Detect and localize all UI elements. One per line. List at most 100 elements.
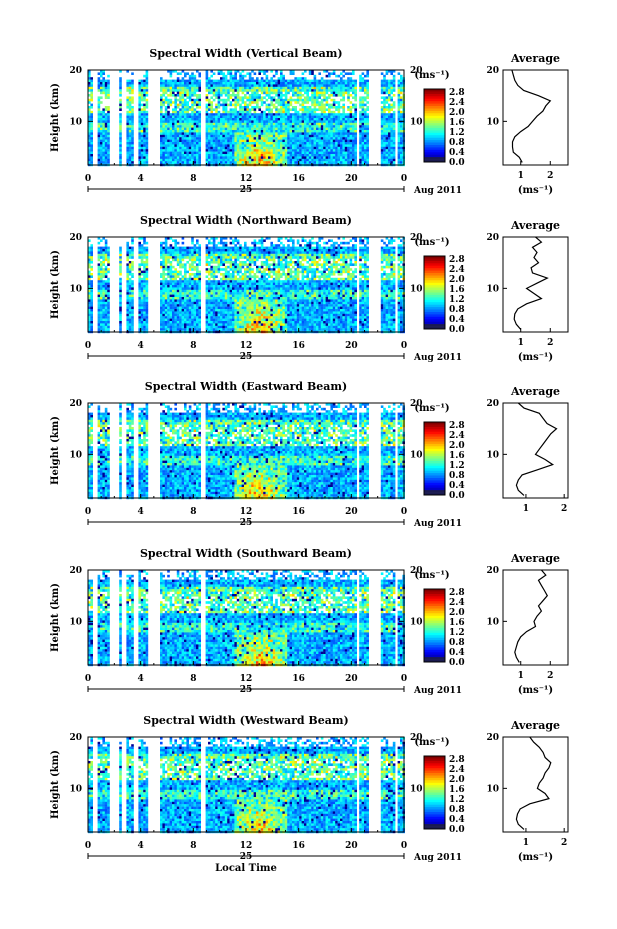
x-tick-label: 0 [85,174,91,184]
colorbar-tick-label: 2.8 [449,88,465,98]
colorbar-unit: (ms⁻¹) [414,70,449,81]
colorbar-tick-label: 1.2 [449,795,465,805]
y-tick-label: 10 [69,284,82,294]
x-tick-label: 16 [292,341,305,351]
x-tick-label: 0 [401,341,407,351]
x-tick-label: 4 [138,507,144,517]
y-tick-label: 10 [69,117,82,127]
x-tick-label: 12 [240,674,253,684]
colorbar-tick-label: 0.4 [449,315,465,325]
x-tick-label: 0 [85,674,91,684]
profile-y-tick-label: 20 [486,233,499,243]
x-tick-label: 0 [85,507,91,517]
profile-x-tick-label: 2 [561,838,567,848]
spectral-width-figure: Spectral Width (Vertical Beam)10 1020 20He… [0,0,617,929]
colorbar [424,422,445,495]
profile-x-label: (ms⁻¹) [518,352,553,363]
x-tick-label: 8 [190,841,196,851]
colorbar-tick-label: 1.6 [449,285,465,295]
profile-y-tick-label: 10 [486,117,499,127]
date-label: Aug 2011 [413,686,462,696]
x-tick-label: 12 [240,507,253,517]
colorbar [424,589,445,662]
y-tick-label-right: 10 [410,617,423,627]
y-axis-label: Height (km) [50,416,61,485]
profile-x-tick-label: 1 [523,838,529,848]
colorbar-tick-label: 1.2 [449,461,465,471]
colorbar-tick-label: 0.8 [449,638,465,648]
profile-x-tick-label: 2 [547,338,553,348]
y-tick-label: 20 [69,66,82,76]
colorbar-tick-label: 2.8 [449,588,465,598]
chart-title: Spectral Width (Vertical Beam) [149,47,342,60]
date-label: Aug 2011 [413,853,462,863]
profile-line [515,570,548,662]
profile-x-tick-label: 2 [547,671,553,681]
heatmap [88,403,405,499]
date-label: Aug 2011 [413,353,462,363]
y-tick-label: 20 [69,233,82,243]
x-tick-label: 20 [345,507,358,517]
colorbar-tick-label: 0.8 [449,471,465,481]
colorbar-tick-label: 2.0 [449,608,465,618]
x-axis-label: Local Time [215,863,277,874]
colorbar-tick-label: 2.0 [449,275,465,285]
x-tick-label: 0 [401,507,407,517]
profile-line [514,237,547,329]
colorbar-unit: (ms⁻¹) [414,403,449,414]
date-day: 25 [240,852,253,862]
x-tick-label: 8 [190,507,196,517]
colorbar-tick-label: 0.0 [449,325,465,335]
profile-line [516,737,550,829]
x-tick-label: 0 [401,174,407,184]
profile-y-tick-label: 20 [486,399,499,409]
y-tick-label: 10 [69,617,82,627]
x-tick-label: 16 [292,507,305,517]
x-tick-label: 12 [240,341,253,351]
x-tick-label: 0 [85,341,91,351]
x-tick-label: 16 [292,174,305,184]
profile-x-tick-label: 2 [561,504,567,514]
colorbar-unit: (ms⁻¹) [414,237,449,248]
profile-title: Average [510,385,560,398]
colorbar-tick-label: 0.8 [449,138,465,148]
colorbar-tick-label: 0.4 [449,148,465,158]
x-tick-label: 20 [345,174,358,184]
colorbar-tick-label: 1.6 [449,618,465,628]
profile-title: Average [510,219,560,232]
colorbar-tick-label: 0.8 [449,305,465,315]
colorbar-tick-label: 0.8 [449,805,465,815]
y-tick-label: 20 [69,566,82,576]
colorbar-tick-label: 2.4 [449,98,465,108]
colorbar-tick-label: 1.2 [449,128,465,138]
y-tick-label: 10 [69,450,82,460]
chart-title: Spectral Width (Northward Beam) [140,214,352,227]
profile-x-tick-label: 1 [523,504,529,514]
profile-y-tick-label: 20 [486,66,499,76]
date-day: 25 [240,685,253,695]
colorbar-tick-label: 2.0 [449,441,465,451]
profile-frame [503,570,568,665]
date-label: Aug 2011 [413,519,462,529]
x-tick-label: 0 [85,841,91,851]
y-tick-label: 20 [69,733,82,743]
x-tick-label: 4 [138,174,144,184]
colorbar-tick-label: 1.6 [449,451,465,461]
y-tick-label-right: 10 [410,784,423,794]
profile-frame [503,403,568,498]
profile-title: Average [510,719,560,732]
colorbar-tick-label: 1.2 [449,295,465,305]
colorbar-tick-label: 0.0 [449,825,465,835]
date-day: 25 [240,352,253,362]
x-tick-label: 0 [401,841,407,851]
date-day: 25 [240,518,253,528]
average-profile: Average 10 20 1 2 [486,385,568,514]
chart-title: Spectral Width (Southward Beam) [140,547,352,560]
profile-y-tick-label: 10 [486,450,499,460]
